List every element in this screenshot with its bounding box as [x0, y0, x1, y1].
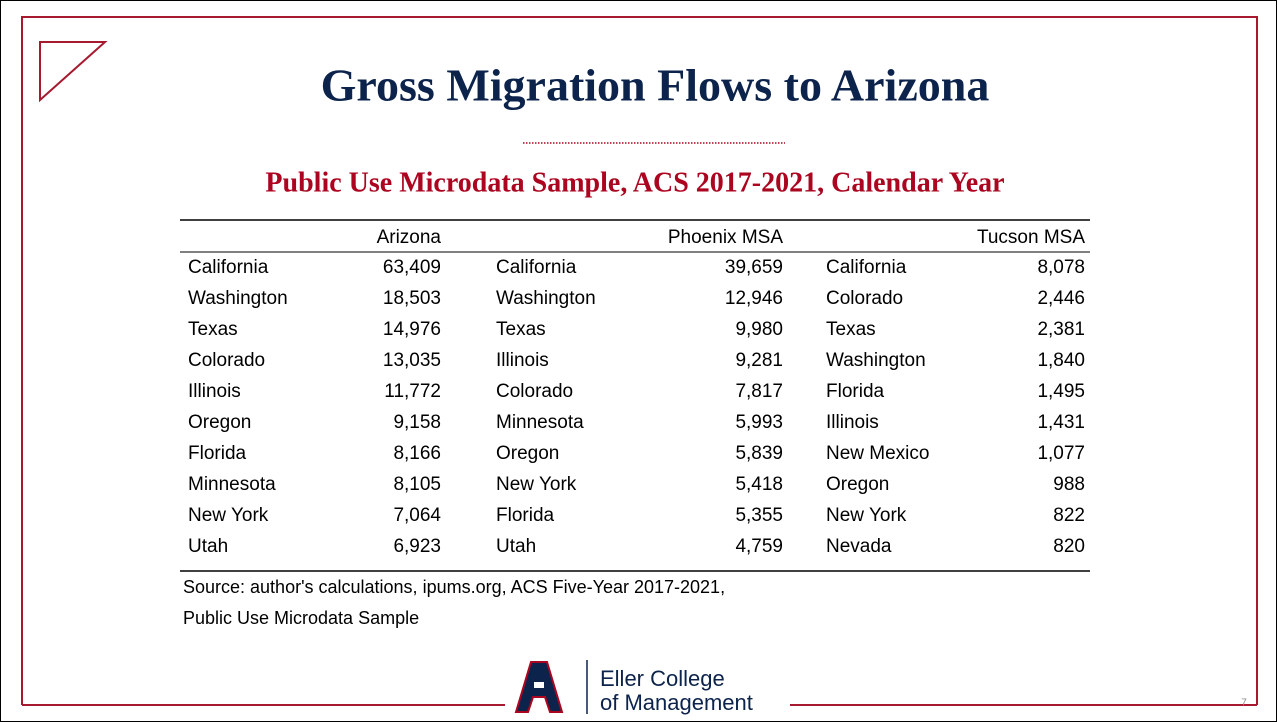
- flow-count: 1,431: [1037, 412, 1085, 433]
- flow-count: 9,281: [735, 350, 783, 371]
- flow-count: 820: [1053, 536, 1085, 557]
- flow-count: 12,946: [725, 288, 783, 309]
- flow-count: 13,035: [383, 350, 441, 371]
- flow-count: 6,923: [393, 536, 441, 557]
- flow-count: 8,078: [1037, 257, 1085, 278]
- flow-count: 39,659: [725, 257, 783, 278]
- state-name: New York: [826, 505, 907, 526]
- title: Gross Migration Flows to Arizona: [321, 60, 990, 111]
- flow-count: 1,840: [1037, 350, 1085, 371]
- state-name: Minnesota: [496, 412, 584, 433]
- flow-count: 18,503: [383, 288, 441, 309]
- state-name: Texas: [826, 319, 876, 340]
- state-name: Florida: [496, 505, 555, 526]
- flow-count: 2,446: [1037, 288, 1085, 309]
- flow-count: 988: [1053, 474, 1085, 495]
- state-name: Nevada: [826, 536, 892, 557]
- logo-text: Eller College: [600, 666, 725, 691]
- logo-mark-notch: [534, 682, 544, 688]
- flow-count: 5,993: [735, 412, 783, 433]
- state-name: Illinois: [188, 381, 241, 402]
- state-name: California: [188, 257, 269, 278]
- flow-count: 1,077: [1037, 443, 1085, 464]
- flow-count: 8,166: [393, 443, 441, 464]
- flow-count: 63,409: [383, 257, 441, 278]
- state-name: California: [826, 257, 907, 278]
- state-name: Oregon: [826, 474, 889, 495]
- frame: [21, 16, 1258, 705]
- state-name: Colorado: [188, 350, 265, 371]
- state-name: Texas: [496, 319, 546, 340]
- corner-triangle: [39, 41, 108, 103]
- table: Arizona Phoenix MSA Tucson MSA California 63…: [188, 227, 1085, 557]
- state-name: Washington: [826, 350, 926, 371]
- flow-count: 9,158: [393, 412, 441, 433]
- state-name: California: [496, 257, 577, 278]
- flow-count: 8,105: [393, 474, 441, 495]
- column-header: Phoenix MSA: [668, 227, 783, 248]
- state-name: Illinois: [496, 350, 549, 371]
- flow-count: 2,381: [1037, 319, 1085, 340]
- state-name: Florida: [188, 443, 247, 464]
- flow-count: 11,772: [384, 381, 441, 402]
- state-name: Florida: [826, 381, 885, 402]
- state-name: New York: [188, 505, 269, 526]
- flow-count: 5,355: [735, 505, 783, 526]
- source-line: Public Use Microdata Sample: [183, 608, 419, 628]
- state-name: Utah: [188, 536, 228, 557]
- flow-count: 1,495: [1037, 381, 1085, 402]
- state-name: New York: [496, 474, 577, 495]
- state-name: Illinois: [826, 412, 879, 433]
- state-name: New Mexico: [826, 443, 929, 464]
- state-name: Minnesota: [188, 474, 276, 495]
- logo: Eller College of Management: [514, 660, 753, 715]
- state-name: Washington: [496, 288, 596, 309]
- flow-count: 7,817: [735, 381, 783, 402]
- state-name: Colorado: [826, 288, 903, 309]
- state-name: Utah: [496, 536, 536, 557]
- subtitle: Public Use Microdata Sample, ACS 2017-20…: [265, 167, 1004, 198]
- state-name: Oregon: [188, 412, 251, 433]
- logo-text: of Management: [600, 690, 753, 715]
- column-header: Tucson MSA: [977, 227, 1085, 248]
- flow-count: 7,064: [393, 505, 441, 526]
- flow-count: 5,418: [735, 474, 783, 495]
- column-header: Arizona: [377, 227, 442, 248]
- page-number: 7: [1241, 698, 1247, 709]
- flow-count: 4,759: [735, 536, 783, 557]
- state-name: Washington: [188, 288, 288, 309]
- state-name: Oregon: [496, 443, 559, 464]
- state-name: Colorado: [496, 381, 573, 402]
- state-name: Texas: [188, 319, 238, 340]
- flow-count: 5,839: [735, 443, 783, 464]
- source-line: Source: author's calculations, ipums.org…: [183, 577, 725, 597]
- flow-count: 822: [1053, 505, 1085, 526]
- flow-count: 14,976: [383, 319, 441, 340]
- flow-count: 9,980: [735, 319, 783, 340]
